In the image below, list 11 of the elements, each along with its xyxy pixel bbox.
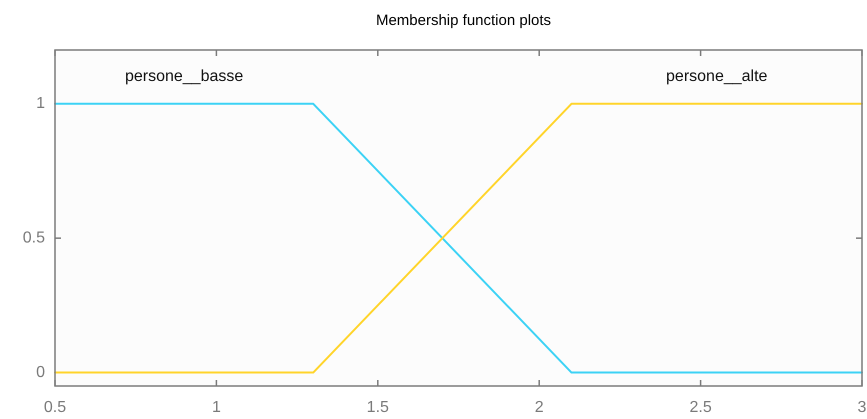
x-tick-label: 3 — [858, 399, 867, 416]
y-tick-label: 0 — [36, 364, 46, 381]
x-tick-label: 1.5 — [366, 399, 390, 416]
chart-title: Membership function plots — [376, 12, 552, 29]
y-tick-label: 0.5 — [22, 229, 46, 246]
x-tick-label: 2 — [534, 399, 544, 416]
series-label: persone__basse — [124, 68, 244, 85]
series-label: persone__alte — [666, 68, 768, 85]
y-tick-label: 1 — [36, 94, 46, 112]
x-tick-label: 2.5 — [689, 399, 712, 416]
x-tick-label: 1 — [212, 399, 221, 416]
